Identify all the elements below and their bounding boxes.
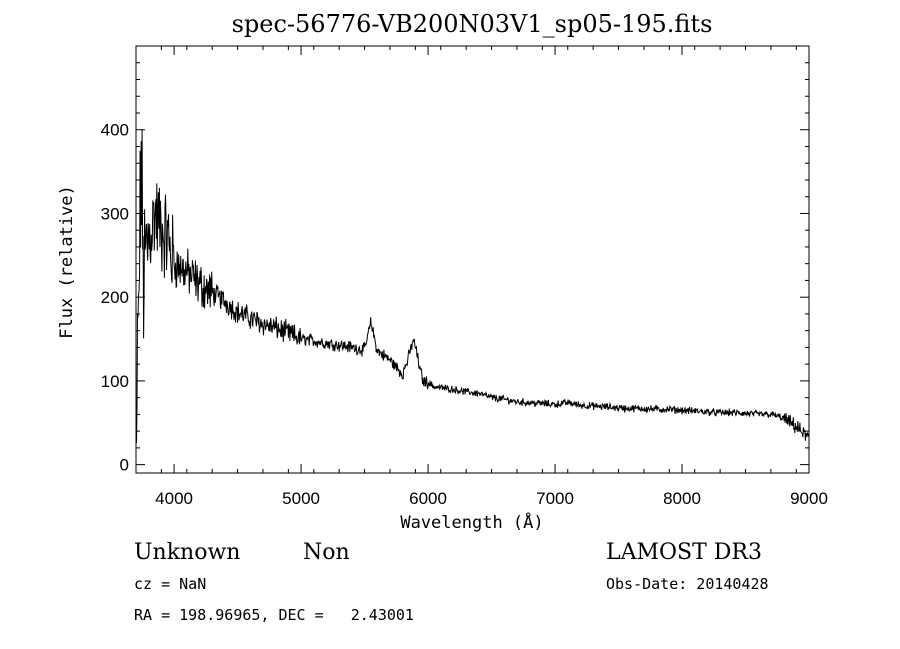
plot-frame [135, 45, 810, 474]
object-class: Unknown [134, 540, 240, 565]
survey-name: LAMOST DR3 [606, 540, 762, 565]
object-subclass: Non [303, 540, 350, 565]
x-tick-label: 5000 [282, 489, 320, 508]
y-axis: 0 100 200 300 400 [101, 62, 809, 475]
x-tick-label: 9000 [790, 489, 828, 508]
redshift-cz: cz = NaN [134, 575, 206, 593]
observation-date: Obs-Date: 20140428 [606, 575, 769, 593]
y-tick-label: 200 [101, 288, 129, 307]
y-tick-label: 400 [101, 121, 129, 140]
x-tick-label: 6000 [409, 489, 447, 508]
y-axis-label: Flux (relative) [57, 185, 77, 339]
chart-title: spec-56776-VB200N03V1_sp05-195.fits [232, 10, 713, 38]
coordinates: RA = 198.96965, DEC = 2.43001 [134, 606, 414, 624]
y-tick-label: 300 [101, 204, 129, 223]
x-tick-label: 7000 [536, 489, 574, 508]
x-axis: 4000 5000 6000 7000 8000 9000 [135, 46, 828, 508]
x-tick-label: 8000 [663, 489, 701, 508]
spectrum-line [135, 129, 810, 444]
y-tick-label: 0 [120, 456, 129, 475]
x-axis-label: Wavelength (Å) [400, 511, 543, 533]
y-tick-label: 100 [101, 372, 129, 391]
x-tick-label: 4000 [155, 489, 193, 508]
